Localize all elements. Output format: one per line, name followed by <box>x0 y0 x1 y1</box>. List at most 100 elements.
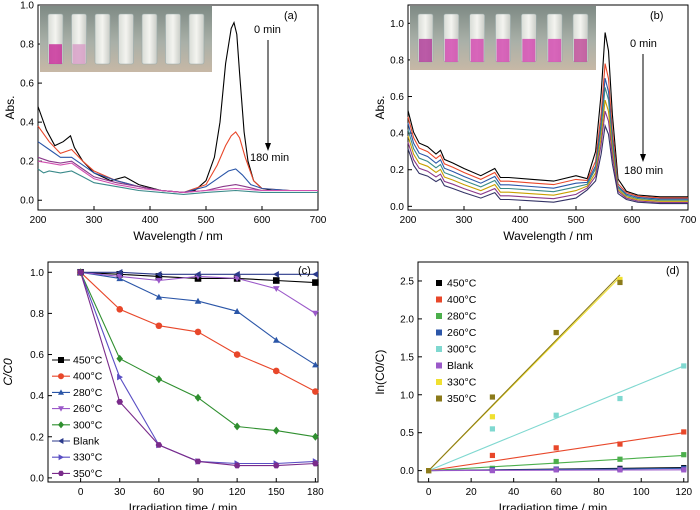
legend-label: 260°C <box>73 403 103 415</box>
vial-liquid <box>548 38 562 62</box>
annotation-0-min: 0 min <box>630 38 657 50</box>
legend-label: Blank <box>447 360 474 372</box>
data-point <box>155 293 163 300</box>
y-tick-label: 0.4 <box>390 129 404 140</box>
y-tick-label: 0.4 <box>20 118 34 129</box>
data-point <box>155 273 163 280</box>
y-tick-label: 1.0 <box>390 19 404 30</box>
y-tick-label: 0.2 <box>30 432 44 443</box>
data-point <box>312 361 319 368</box>
data-point <box>272 367 280 375</box>
annotation-180-min: 180 min <box>624 165 663 177</box>
x-tick-label: 400 <box>512 215 529 226</box>
legend-label: 330°C <box>73 452 103 464</box>
y-tick-label: 1.5 <box>400 352 414 363</box>
data-point <box>436 362 442 369</box>
x-tick-label: 600 <box>624 215 641 226</box>
y-tick-label: 0.0 <box>400 466 414 477</box>
x-tick-label: 150 <box>268 487 285 498</box>
y-tick-label: 2.5 <box>400 276 414 287</box>
data-point <box>312 310 319 317</box>
data-point <box>426 468 432 474</box>
legend-label: 450°C <box>73 355 103 367</box>
data-point <box>617 467 623 473</box>
data-point <box>116 354 123 363</box>
data-point <box>436 280 442 286</box>
data-point <box>194 393 202 402</box>
data-point <box>58 357 64 363</box>
vial-liquid <box>444 38 458 62</box>
data-point <box>116 399 123 405</box>
data-point <box>312 388 319 395</box>
y-tick-label: 0.6 <box>20 79 34 90</box>
photo-inset-b <box>410 6 596 70</box>
fit-line <box>428 365 684 472</box>
data-point <box>58 406 64 412</box>
y-tick-label: 1.0 <box>20 1 34 12</box>
x-tick-label: 400 <box>142 215 159 226</box>
data-point <box>194 297 202 304</box>
x-tick-label: 30 <box>114 487 126 498</box>
x-tick-label: 0 <box>426 487 432 498</box>
spectrum-line <box>37 168 318 195</box>
data-point <box>58 421 64 429</box>
y-tick-label: 0.6 <box>30 350 44 361</box>
vial <box>94 13 111 65</box>
y-tick-label: 0.8 <box>390 55 404 66</box>
data-point <box>116 269 123 276</box>
x-tick-label: 500 <box>568 215 585 226</box>
x-tick-label: 700 <box>680 215 697 226</box>
data-point <box>273 462 280 469</box>
spectrum-line <box>37 20 318 193</box>
data-point <box>194 328 202 336</box>
x-tick-label: 500 <box>198 215 215 226</box>
data-point <box>617 279 623 286</box>
panel-label: (d) <box>666 265 679 277</box>
data-point <box>489 394 496 400</box>
panel-a: 200 300 400 500 600 700 0.0 0.2 0.4 0.6 0.8 1.0 Wave… <box>3 1 327 244</box>
x-tick-label: 40 <box>508 487 520 498</box>
vial <box>118 13 134 65</box>
data-point <box>117 373 123 381</box>
data-point <box>273 286 280 292</box>
vial-liquid <box>574 38 587 62</box>
data-point <box>436 296 442 303</box>
data-point <box>233 275 241 282</box>
legend-label: 400°C <box>73 371 103 383</box>
data-point <box>58 454 64 461</box>
x-tick-label: 700 <box>310 215 327 226</box>
x-tick-label: 200 <box>30 215 47 226</box>
legend-label: Blank <box>73 436 100 448</box>
data-point <box>489 414 496 420</box>
x-axis-label: Irradiation time / min <box>499 501 608 510</box>
data-point <box>233 271 240 278</box>
y-tick-label: 0.0 <box>20 196 34 207</box>
x-tick-label: 300 <box>86 215 103 226</box>
y-tick-label: 0.2 <box>20 157 34 168</box>
photo-inset-a <box>40 6 212 72</box>
y-tick-label: 0.6 <box>390 92 404 103</box>
data-point <box>436 395 442 402</box>
fit-line <box>428 274 621 472</box>
data-point <box>312 279 319 286</box>
spectrum-line <box>37 125 318 193</box>
data-point <box>617 276 623 283</box>
legend-label: 350°C <box>447 393 477 405</box>
annotation-180-min: 180 min <box>250 152 289 164</box>
data-point <box>116 273 123 280</box>
data-point <box>681 363 687 369</box>
data-point <box>436 379 442 385</box>
data-point <box>233 422 241 431</box>
vial <box>188 13 205 65</box>
data-point <box>116 305 124 313</box>
data-point <box>489 426 496 432</box>
data-point <box>233 462 241 469</box>
y-axis-label: C/C0 <box>1 358 15 386</box>
data-point <box>681 452 687 458</box>
x-tick-label: 120 <box>229 487 246 498</box>
legend-label: 450°C <box>447 278 477 290</box>
x-tick-label: 120 <box>675 487 692 498</box>
plot-frame <box>417 261 689 483</box>
data-point <box>312 271 318 278</box>
